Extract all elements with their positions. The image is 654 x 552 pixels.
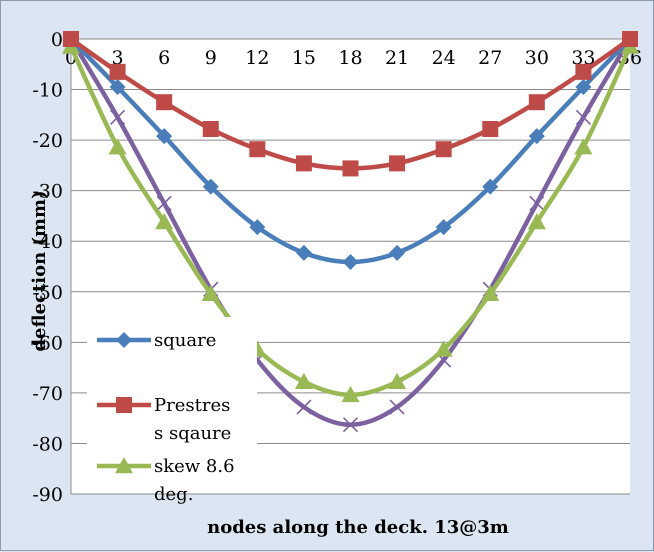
y-tick-label: -80 <box>32 433 63 455</box>
x-tick-label: 21 <box>385 47 409 69</box>
data-point <box>296 155 312 171</box>
legend-label: skew 8.6 <box>154 456 235 477</box>
legend: square Prestres s sqaure skew 8.6 deg. <box>87 317 257 505</box>
x-tick-label: 15 <box>292 47 316 69</box>
x-tick-label: 27 <box>478 47 502 69</box>
legend-label: Prestres <box>154 395 230 416</box>
x-tick-label: 12 <box>245 47 269 69</box>
data-point <box>529 94 545 110</box>
data-point <box>575 64 591 80</box>
data-point <box>63 31 79 47</box>
y-tick-label: 0 <box>51 29 63 51</box>
data-point <box>156 94 172 110</box>
y-tick-label: -20 <box>32 130 63 152</box>
legend-label: deg. <box>154 484 193 505</box>
x-axis-title: nodes along the deck. 13@3m <box>207 517 509 538</box>
y-tick-label: -70 <box>32 383 63 405</box>
data-point <box>482 121 498 137</box>
y-axis-title: deflection (mm) <box>29 190 50 351</box>
x-tick-label: 30 <box>525 47 549 69</box>
x-tick-label: 9 <box>205 47 217 69</box>
legend-label: s sqaure <box>154 423 231 444</box>
x-tick-label: 24 <box>432 47 456 69</box>
x-tick-label: 6 <box>158 47 170 69</box>
legend-label: square <box>154 330 216 351</box>
data-point <box>436 141 452 157</box>
data-point <box>203 121 219 137</box>
data-point <box>110 64 126 80</box>
data-point <box>622 31 638 47</box>
data-point <box>249 141 265 157</box>
data-point <box>343 160 359 176</box>
y-tick-label: -90 <box>32 484 63 506</box>
legend-marker <box>116 397 132 413</box>
y-tick-label: -10 <box>32 80 63 102</box>
data-point <box>389 155 405 171</box>
x-tick-label: 18 <box>338 47 362 69</box>
